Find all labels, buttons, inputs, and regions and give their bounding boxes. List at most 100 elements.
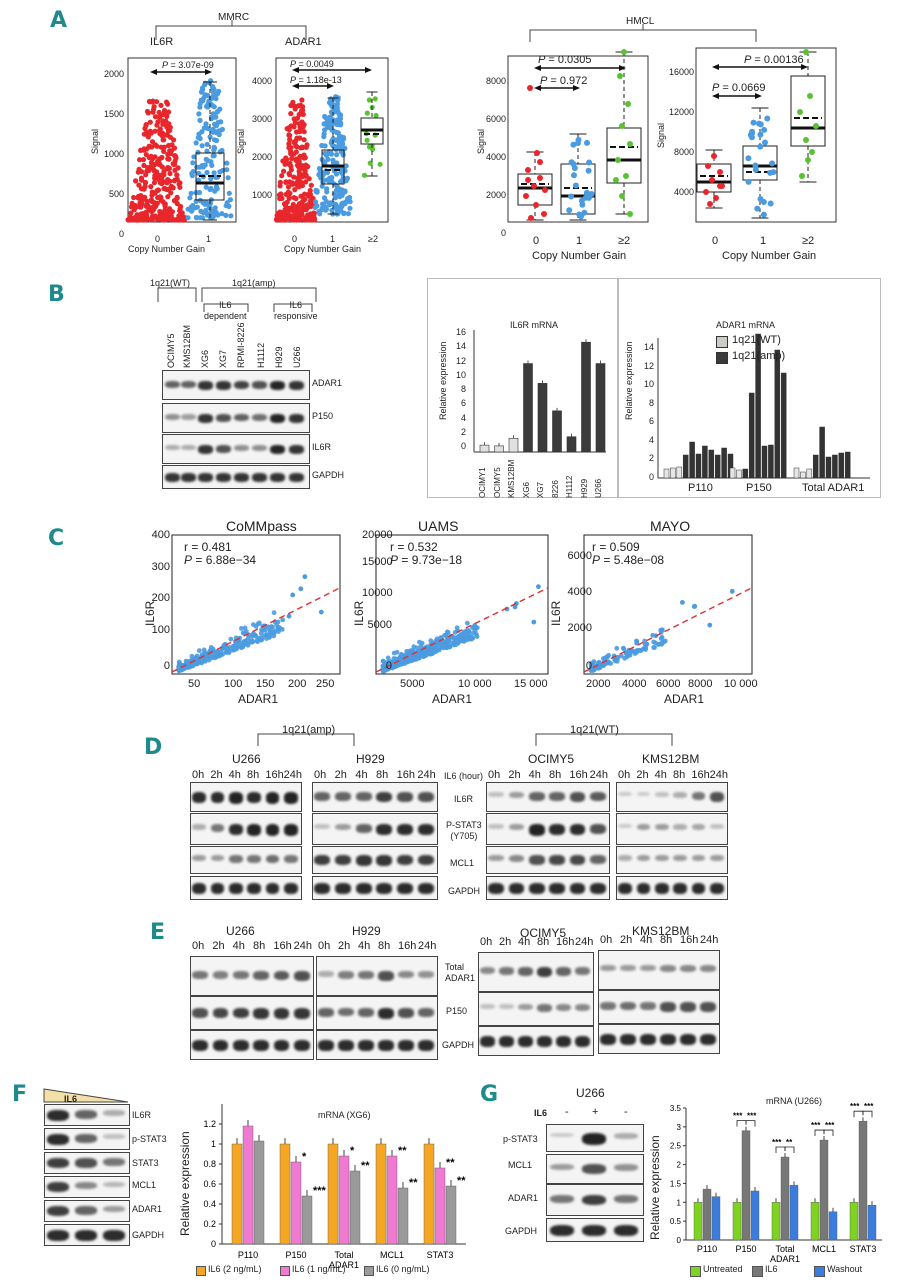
f-row: IL6R xyxy=(132,1110,152,1120)
e-timepoint: 4h xyxy=(358,940,371,952)
dot xyxy=(750,119,757,126)
scatter-point xyxy=(434,642,439,648)
hmcl2-yticks: 16000 12000 8000 4000 xyxy=(666,52,694,212)
blot-band xyxy=(691,883,706,895)
scatter-point xyxy=(655,642,661,647)
dot xyxy=(752,166,759,173)
dot xyxy=(204,169,210,176)
dot xyxy=(322,127,328,133)
dot xyxy=(208,159,214,165)
c-xtick: 5000 xyxy=(400,678,425,690)
dot xyxy=(807,93,813,99)
group-total-adar1: Total ADAR1 xyxy=(802,482,865,494)
c-xtick: 4000 xyxy=(622,678,647,690)
dot xyxy=(196,170,202,176)
dot xyxy=(211,86,217,92)
dot xyxy=(139,216,145,222)
blot-band xyxy=(283,824,298,836)
dot xyxy=(752,162,759,169)
dot xyxy=(141,186,147,192)
blot-band xyxy=(47,1158,69,1169)
adar1-xlabel: Copy Number Gain xyxy=(284,244,362,254)
blot-band xyxy=(378,1040,394,1052)
box xyxy=(696,163,732,193)
e-timepoint: 0h xyxy=(192,940,205,952)
c-ytick: 100 xyxy=(151,624,170,636)
scatter-point xyxy=(634,638,639,644)
dot xyxy=(797,109,803,115)
dot xyxy=(146,204,153,211)
p-symbol: P xyxy=(744,54,752,66)
blot-band xyxy=(358,1008,374,1017)
scatter-point xyxy=(262,627,268,633)
e-timepoint: 16h xyxy=(273,940,292,952)
blot-band xyxy=(620,1002,636,1011)
legend-label: Untreated xyxy=(703,1264,743,1274)
c-commpass-r: r = 0.481 xyxy=(184,540,232,554)
e-timepoint: 16h xyxy=(556,936,575,948)
dot xyxy=(146,98,152,105)
dot xyxy=(139,200,145,207)
blot-band xyxy=(398,1040,414,1052)
ytick: 16000 xyxy=(668,67,694,77)
bar-adar1-P150 xyxy=(761,445,768,479)
sig-bracket xyxy=(736,1120,747,1127)
dot xyxy=(216,132,222,138)
blot-band xyxy=(549,1133,575,1138)
blot-band xyxy=(700,965,716,973)
blot-band xyxy=(618,824,633,829)
y-tick-label: 0.4 xyxy=(203,1199,216,1209)
ytick: 8 xyxy=(460,384,466,395)
dot xyxy=(294,115,301,121)
blot-band xyxy=(355,792,372,801)
scatter-point xyxy=(615,654,621,660)
panel-label-e: E xyxy=(150,920,166,945)
bar-adar1-Total ADAR1 xyxy=(832,454,838,479)
bar-il6r-8226 xyxy=(552,410,562,453)
dot xyxy=(135,169,141,175)
scatter-point xyxy=(318,609,324,615)
c-ytick: 300 xyxy=(151,561,170,573)
e-blot-row xyxy=(598,990,720,1024)
dot xyxy=(218,148,224,154)
significance: *** xyxy=(313,1185,327,1197)
blot-band xyxy=(417,824,434,836)
arrow-adar1-2-head xyxy=(292,67,299,73)
scatter-point xyxy=(411,654,416,660)
e-blot-row xyxy=(598,1024,720,1054)
blot-band xyxy=(273,1008,290,1019)
bar-adar1-Total ADAR1 xyxy=(812,454,819,479)
d-timepoint: 16h xyxy=(569,769,588,781)
dot xyxy=(323,207,329,213)
bar-il6r-U266 xyxy=(595,363,606,453)
blot-band xyxy=(234,473,249,482)
blot-band xyxy=(181,473,196,482)
dot xyxy=(366,97,372,103)
blot-band xyxy=(192,971,208,979)
b-dependent-label: IL6 dependent xyxy=(204,300,247,321)
c-xtick: 10 000 xyxy=(724,678,758,690)
blot-band xyxy=(216,381,231,390)
bar-Total ADAR1-IL6 xyxy=(780,1156,790,1241)
bar-adar1-P150 xyxy=(729,467,736,479)
dot xyxy=(196,177,202,183)
dot xyxy=(805,157,811,163)
adar1-ylabel: Signal xyxy=(236,128,246,154)
d-timepoint: 2h xyxy=(210,769,223,781)
dot xyxy=(161,148,167,154)
dot xyxy=(277,217,283,223)
blot-band xyxy=(265,883,280,895)
blot-band xyxy=(273,1040,290,1052)
bar-STAT3-Washout xyxy=(867,1205,877,1241)
scatter-point xyxy=(193,655,198,661)
blot-band xyxy=(529,824,545,836)
g-treat-1: - xyxy=(565,1106,569,1118)
dot xyxy=(799,173,805,179)
blot-band xyxy=(613,1164,639,1171)
d-timepoint: 24h xyxy=(709,769,729,781)
dot xyxy=(311,210,317,216)
e-timepoint: 4h xyxy=(640,934,653,946)
dot xyxy=(131,194,137,201)
g-row: MCL1 xyxy=(508,1160,533,1170)
